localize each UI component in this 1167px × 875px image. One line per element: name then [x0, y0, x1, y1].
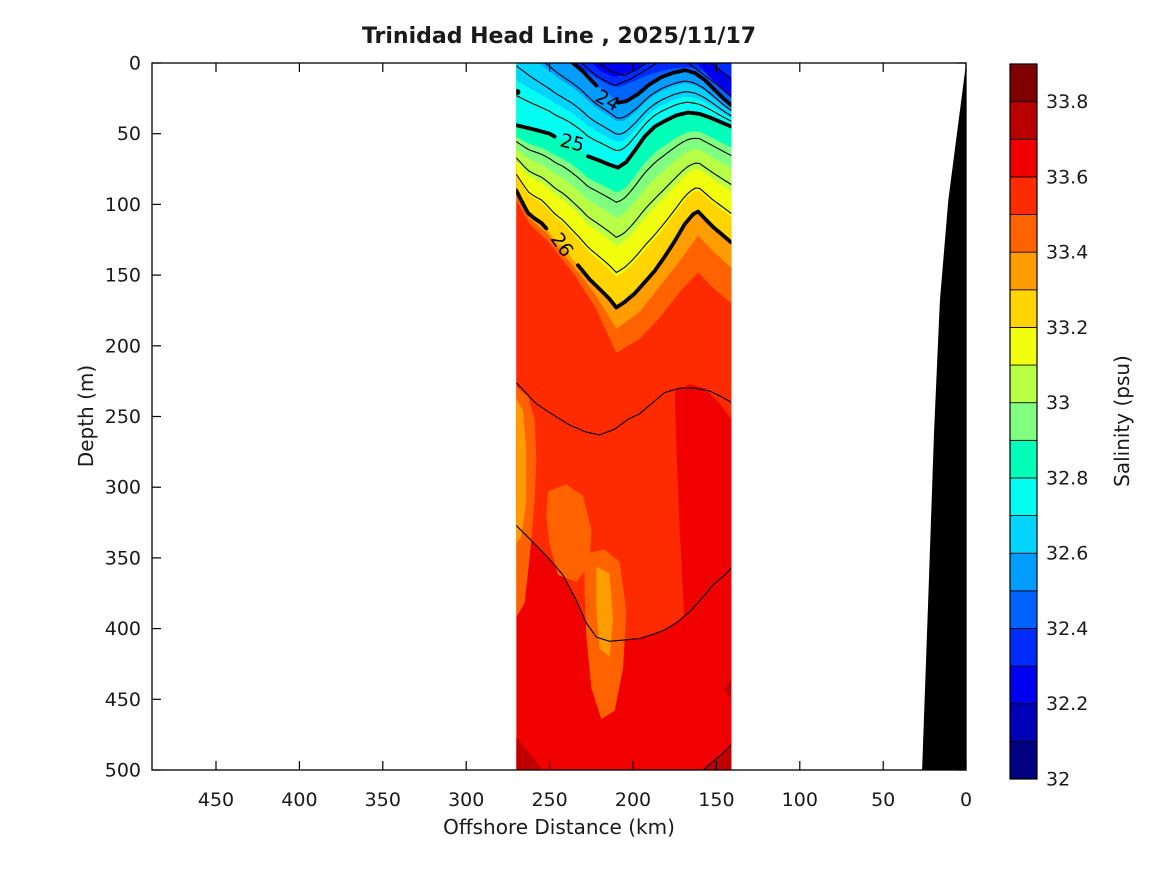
y-axis-label: Depth (m) [74, 364, 98, 468]
colorbar-tick-label: 33.4 [1046, 242, 1088, 264]
fill-patch [596, 566, 613, 657]
colorbar-block [1009, 214, 1038, 253]
colorbar-block [1009, 740, 1038, 780]
fill-patch [516, 737, 543, 770]
bathymetry-wedge [922, 63, 967, 770]
thin-contour-line [516, 382, 732, 436]
colorbar-block [1009, 101, 1038, 140]
colorbar-block [1009, 402, 1038, 441]
colorbar-tick-label: 32 [1046, 769, 1070, 791]
y-tick-label: 150 [105, 265, 141, 287]
thin-contour-line [516, 65, 732, 135]
x-tick-label: 50 [871, 789, 895, 811]
y-tick-label: 50 [117, 123, 141, 145]
colorbar-tick-label: 32.8 [1046, 467, 1088, 489]
bold-contour-line [571, 63, 599, 88]
colorbar-block [1009, 289, 1038, 328]
fill-patch [697, 63, 732, 97]
y-tick-label: 400 [105, 618, 141, 640]
y-tick-label: 200 [105, 335, 141, 357]
y-tick-label: 0 [129, 53, 141, 75]
colorbar-frame [1009, 63, 1038, 780]
y-tick-label: 500 [105, 760, 141, 782]
colorbar-block [1009, 703, 1038, 742]
colorbar-tick-label: 33 [1046, 392, 1070, 414]
y-tick-label: 350 [105, 547, 141, 569]
thin-contour-line [516, 137, 732, 203]
colorbar-tick-label: 32.4 [1046, 618, 1088, 640]
colorbar-block [1009, 665, 1038, 705]
thin-contour-line [516, 95, 732, 152]
colorbar-block [1009, 628, 1038, 667]
fill-patch [546, 484, 592, 582]
thin-contour-line [516, 525, 732, 642]
colorbar-block [1009, 590, 1038, 629]
x-tick-label: 250 [531, 789, 567, 811]
colorbar-block [1009, 63, 1038, 103]
contour-dot [516, 88, 521, 95]
x-tick-label: 150 [698, 789, 734, 811]
fill-patch [674, 384, 732, 770]
thin-contour-line [544, 63, 732, 119]
fill-patch [516, 398, 527, 544]
bold-contour-line [516, 188, 549, 231]
x-tick-label: 400 [281, 789, 317, 811]
y-tick-label: 450 [105, 689, 141, 711]
colorbar-block [1009, 439, 1038, 479]
x-tick-label: 100 [782, 789, 818, 811]
y-tick-label: 300 [105, 477, 141, 499]
thin-contour-line [687, 63, 732, 98]
x-tick-label: 0 [960, 789, 972, 811]
colorbar-tick-label: 32.2 [1046, 693, 1088, 715]
chart-title: Trinidad Head Line , 2025/11/17 [361, 24, 757, 49]
colorbar-tick-label: 33.6 [1046, 166, 1088, 188]
fill-patch [703, 744, 732, 770]
colorbar-block [1009, 176, 1038, 215]
colorbar-block [1009, 327, 1038, 366]
bold-contour-line [616, 68, 732, 108]
bold-contour-line [516, 123, 557, 139]
thin-contour-line [516, 173, 732, 274]
x-tick-label: 450 [198, 789, 234, 811]
bold-contour-line [576, 209, 732, 310]
thin-contour-line [516, 157, 732, 238]
thin-contour-line [711, 63, 732, 81]
colorbar-block [1009, 138, 1038, 178]
x-tick-label: 300 [448, 789, 484, 811]
colorbar-tick-label: 32.6 [1046, 543, 1088, 565]
x-tick-label: 200 [615, 789, 651, 811]
colorbar-block [1009, 515, 1038, 554]
colorbar-tick-label: 33.2 [1046, 317, 1088, 339]
thin-contour-line [597, 63, 647, 77]
thin-contour-line [580, 63, 657, 87]
x-tick-label: 350 [365, 789, 401, 811]
colorbar-label: Salinity (psu) [1110, 355, 1134, 487]
colorbar-block [1009, 552, 1038, 592]
fill-patch [723, 679, 732, 700]
y-tick-label: 100 [105, 194, 141, 216]
y-tick-label: 250 [105, 406, 141, 428]
thin-contour-line [702, 744, 732, 770]
colorbar-block [1009, 251, 1038, 291]
colorbar-block [1009, 477, 1038, 516]
x-axis-label: Offshore Distance (km) [443, 815, 675, 839]
colorbar-block [1009, 364, 1038, 404]
bold-contour-line [586, 110, 732, 170]
tick-marks [152, 62, 967, 771]
colorbar-tick-label: 33.8 [1046, 91, 1088, 113]
